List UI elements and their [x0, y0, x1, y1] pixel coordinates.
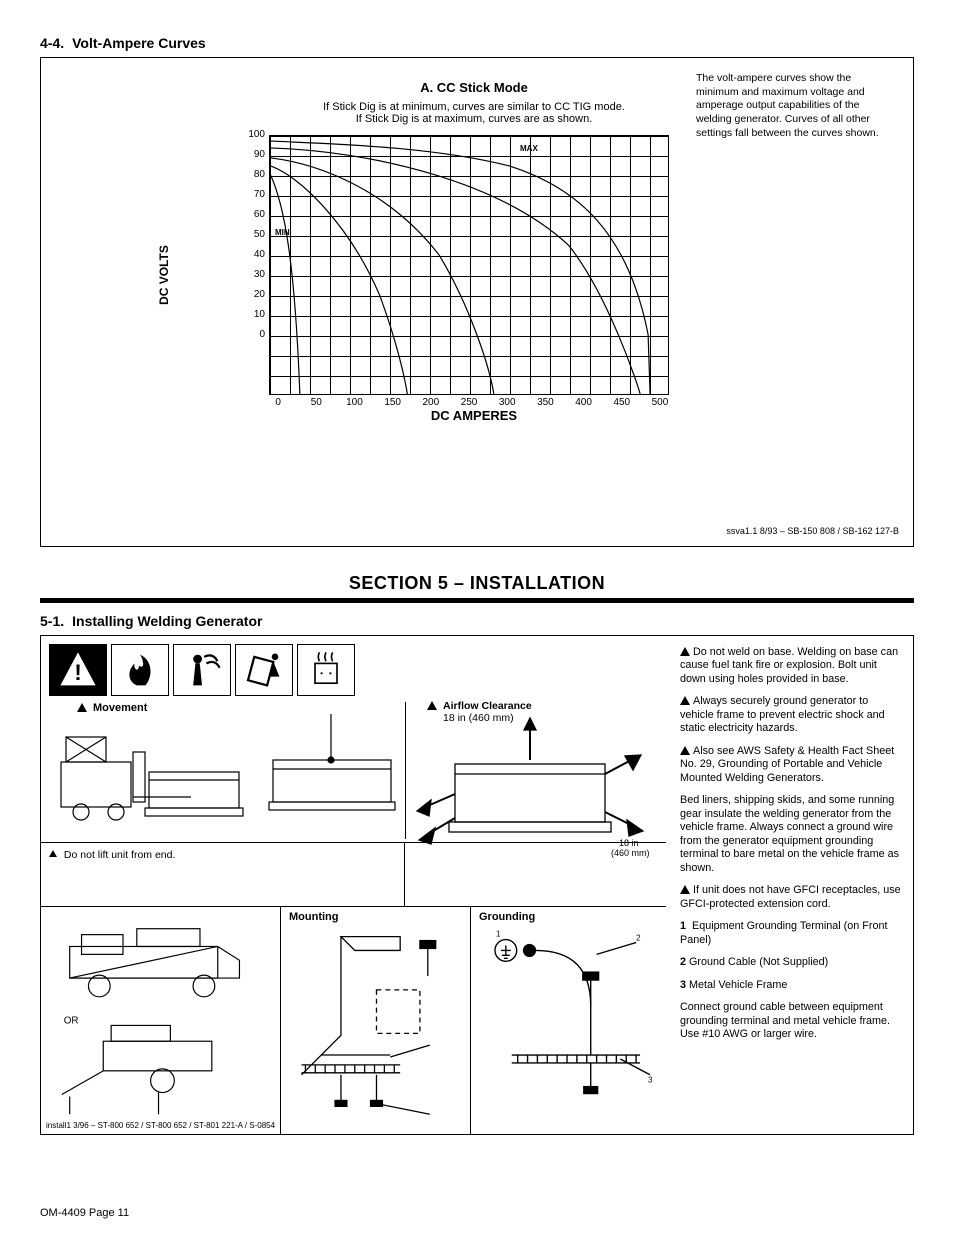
- chart-ref: ssva1.1 8/93 – SB-150 808 / SB-162 127-B: [726, 526, 899, 536]
- grounding-num1: 1: [496, 930, 500, 939]
- section-title: Installing Welding Generator: [72, 613, 262, 629]
- install-left: ! Movement: [41, 636, 666, 1134]
- grounding-cap1: Equipment Grounding Terminal (on Front P…: [680, 920, 887, 945]
- curve-2: [270, 166, 407, 394]
- mounting-cell: Mounting: [281, 907, 471, 1134]
- section-rule: [40, 598, 914, 603]
- chart-area: DC VOLTS 10090 8070 6050 4030 2010 0 MAX: [159, 135, 789, 415]
- or-label: OR: [64, 1015, 79, 1026]
- fumes-icon: [173, 644, 231, 696]
- curve-min: [270, 174, 300, 394]
- tipping-icon: [235, 644, 293, 696]
- warn-text-3: Bed liners, shipping skids, and some run…: [680, 794, 901, 875]
- grounding-note: Connect ground cable between equipment g…: [680, 1001, 901, 1041]
- section-4-4-heading: 4-4. Volt-Ampere Curves: [40, 35, 914, 51]
- svg-text:!: !: [74, 660, 81, 685]
- grounding-cap3: Metal Vehicle Frame: [689, 979, 787, 991]
- install-frame: ! Movement: [40, 635, 914, 1135]
- movement-caution: Do not lift unit from end.: [49, 849, 399, 861]
- series-label-max: MAX: [520, 144, 538, 153]
- curve-4: [270, 148, 640, 394]
- curve-max: [270, 141, 650, 394]
- section-number: 5-1.: [40, 613, 64, 629]
- x-axis-label: DC AMPERES: [431, 408, 517, 423]
- grounding-num3: 3: [648, 1076, 653, 1085]
- y-axis-label: DC VOLTS: [157, 245, 171, 305]
- warn-text-1: Always securely ground generator to vehi…: [680, 695, 885, 734]
- grounding-num2: 2: [636, 934, 640, 943]
- chart-grid: MAX MIN: [269, 135, 669, 395]
- hot-icon: [297, 644, 355, 696]
- section-5-1-heading: 5-1. Installing Welding Generator: [40, 613, 914, 629]
- curve-3: [270, 158, 494, 394]
- series-label-min: MIN: [275, 228, 290, 237]
- hazard-row: !: [41, 636, 666, 702]
- warn-text-0: Do not weld on base. Welding on base can…: [680, 646, 898, 685]
- warn-text-2: Also see AWS Safety & Health Fact Sheet …: [680, 745, 894, 784]
- grounding-cell: Grounding: [471, 907, 666, 1134]
- y-ticks: 10090 8070 6050 4030 2010 0: [229, 129, 265, 349]
- chart-intro: The volt-ampere curves show the minimum …: [696, 72, 891, 140]
- section-title: Volt-Ampere Curves: [72, 35, 206, 51]
- warning-icon: !: [49, 644, 107, 696]
- install-ref: install1 3/96 – ST-800 652 / ST-800 652 …: [46, 1121, 275, 1130]
- grounding-cap2: Ground Cable (Not Supplied): [689, 956, 828, 968]
- section-5-heading: SECTION 5 – INSTALLATION: [40, 573, 914, 594]
- chart-frame: The volt-ampere curves show the minimum …: [40, 57, 914, 547]
- vehicles-cell: OR: [41, 907, 281, 1134]
- section-number: 4-4.: [40, 35, 64, 51]
- fire-icon: [111, 644, 169, 696]
- page-footer-left: OM-4409 Page 11: [40, 1207, 129, 1219]
- x-ticks: 050 100150 200250 300350 400450 500: [259, 397, 679, 408]
- warn-text-4: If unit does not have GFCI receptacles, …: [680, 884, 901, 909]
- install-right: Do not weld on base. Welding on base can…: [666, 636, 913, 1134]
